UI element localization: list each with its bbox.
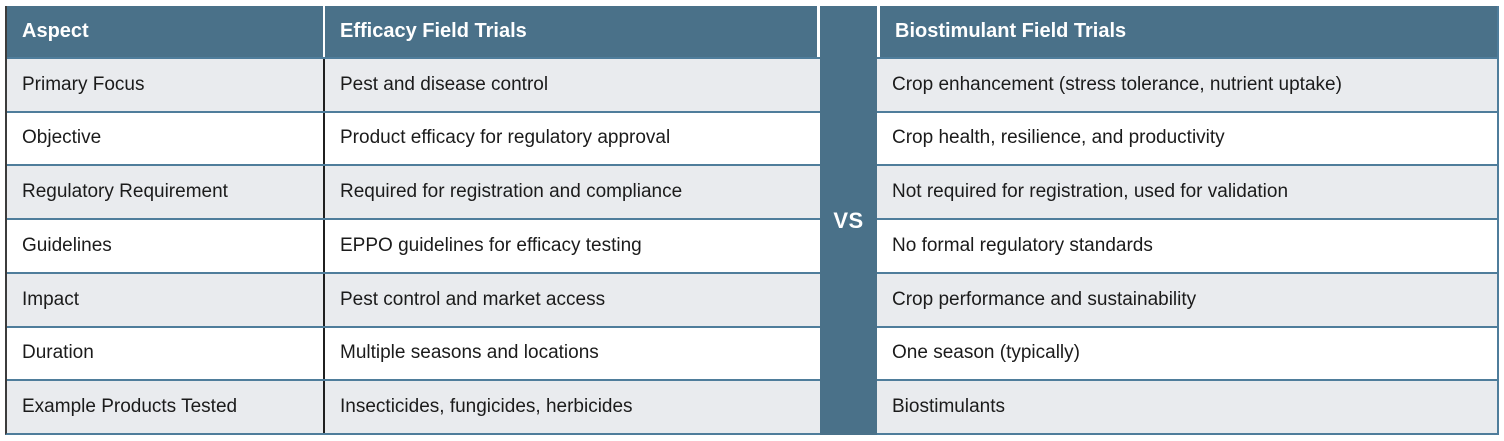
aspect-cell: Regulatory Requirement: [7, 166, 323, 218]
table-row: Duration Multiple seasons and locations: [7, 325, 820, 380]
table-row: Not required for registration, used for …: [877, 164, 1497, 218]
aspect-cell: Example Products Tested: [7, 381, 323, 433]
table-row: Biostimulants: [877, 379, 1497, 433]
table-row: Impact Pest control and market access: [7, 271, 820, 326]
biostimulant-cell: Not required for registration, used for …: [877, 166, 1497, 218]
biostimulant-cell: Crop performance and sustainability: [877, 273, 1497, 326]
vs-label: VS: [833, 207, 864, 233]
table-row: Primary Focus Pest and disease control: [7, 56, 820, 111]
efficacy-cell: Pest and disease control: [323, 58, 820, 111]
aspect-cell: Objective: [7, 112, 323, 165]
table-row: No formal regulatory standards: [877, 218, 1497, 272]
table-header-row: Biostimulant Field Trials: [877, 6, 1497, 57]
aspect-column-header: Aspect: [7, 6, 323, 57]
biostimulant-cell: Biostimulants: [877, 381, 1497, 433]
aspect-cell: Guidelines: [7, 220, 323, 272]
biostimulant-cell: Crop enhancement (stress tolerance, nutr…: [877, 58, 1497, 111]
efficacy-cell: Multiple seasons and locations: [323, 327, 820, 380]
efficacy-cell: Product efficacy for regulatory approval: [323, 112, 820, 165]
table-row: Crop performance and sustainability: [877, 271, 1497, 326]
table-row: Regulatory Requirement Required for regi…: [7, 164, 820, 218]
efficacy-column-header: Efficacy Field Trials: [323, 6, 820, 57]
efficacy-cell: Required for registration and compliance: [323, 166, 820, 218]
table-header-row: Aspect Efficacy Field Trials: [7, 6, 820, 57]
efficacy-table: Aspect Efficacy Field Trials Primary Foc…: [5, 6, 820, 435]
table-row: Objective Product efficacy for regulator…: [7, 110, 820, 165]
efficacy-cell: Insecticides, fungicides, herbicides: [323, 381, 820, 433]
table-row: One season (typically): [877, 325, 1497, 380]
biostimulant-column-header: Biostimulant Field Trials: [877, 6, 1497, 57]
table-row: Crop enhancement (stress tolerance, nutr…: [877, 56, 1497, 111]
table-row: Guidelines EPPO guidelines for efficacy …: [7, 218, 820, 272]
vs-divider: VS: [820, 6, 877, 435]
table-row: Example Products Tested Insecticides, fu…: [7, 379, 820, 433]
aspect-cell: Primary Focus: [7, 58, 323, 111]
biostimulant-cell: Crop health, resilience, and productivit…: [877, 112, 1497, 165]
table-row: Crop health, resilience, and productivit…: [877, 110, 1497, 165]
aspect-cell: Impact: [7, 273, 323, 326]
efficacy-cell: Pest control and market access: [323, 273, 820, 326]
efficacy-cell: EPPO guidelines for efficacy testing: [323, 220, 820, 272]
biostimulant-table: Biostimulant Field Trials Crop enhanceme…: [877, 6, 1499, 435]
biostimulant-cell: No formal regulatory standards: [877, 220, 1497, 272]
aspect-cell: Duration: [7, 327, 323, 380]
biostimulant-cell: One season (typically): [877, 327, 1497, 380]
